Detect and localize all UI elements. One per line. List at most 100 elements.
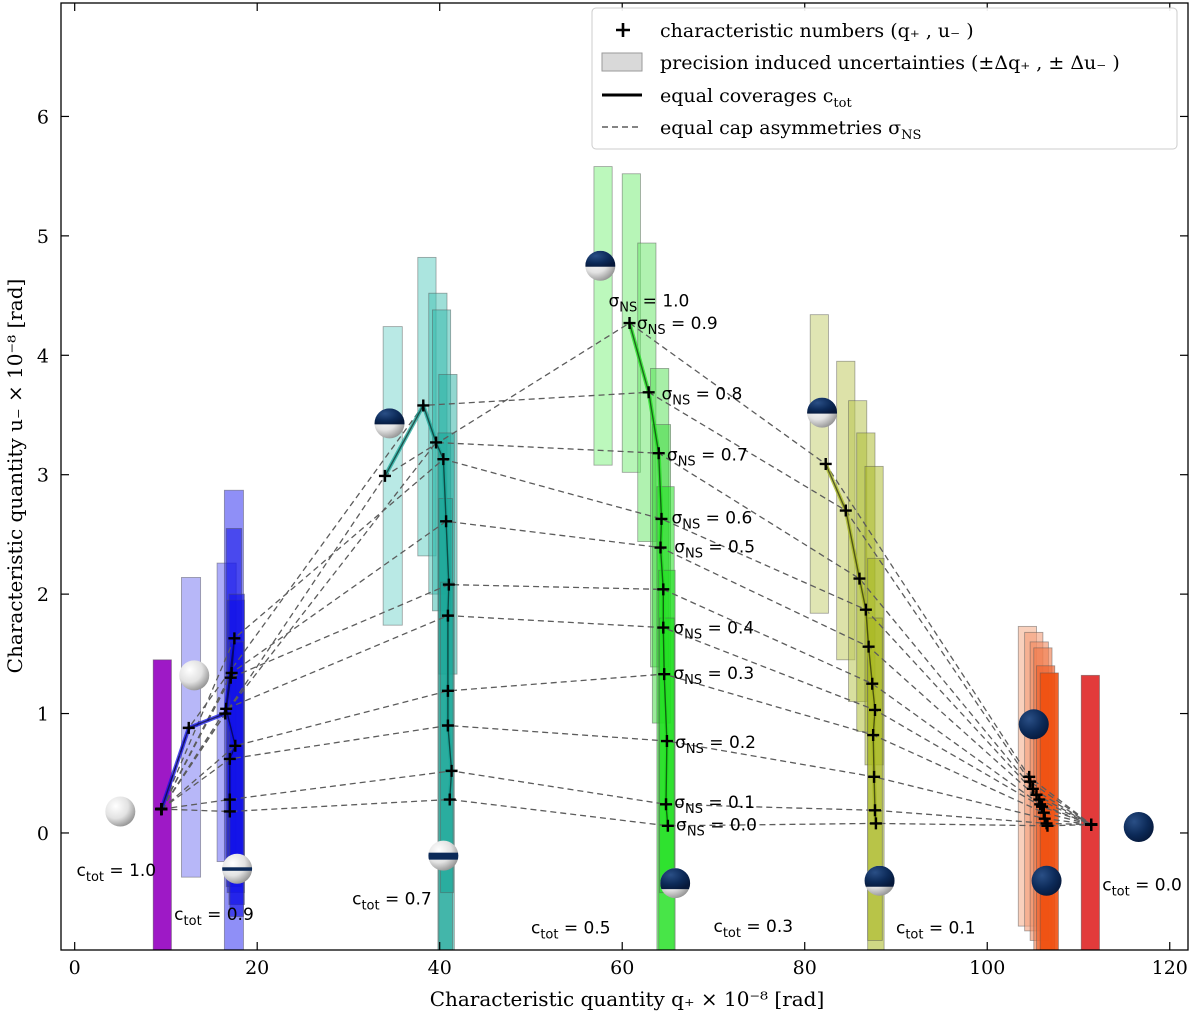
characteristic-point [229, 739, 242, 752]
characteristic-point [1085, 818, 1098, 831]
characteristic-point [228, 632, 241, 645]
asymmetry-line [160, 673, 1092, 826]
uncertainty-box [152, 659, 172, 950]
characteristic-point [182, 721, 195, 734]
coverage-label: ctot = 0.9 [174, 905, 254, 929]
uncertainty-box [1080, 674, 1100, 950]
y-tick-label: 0 [37, 823, 49, 845]
characteristic-point [866, 677, 879, 690]
characteristic-point [155, 803, 168, 816]
asymmetry-line [161, 798, 1092, 827]
sphere-icon [222, 853, 253, 884]
characteristic-point [430, 436, 443, 449]
y-tick-label: 3 [37, 465, 49, 487]
coverage-label: ctot = 0.0 [1102, 875, 1182, 899]
y-tick-label: 4 [37, 345, 49, 367]
coverage-label: ctot = 0.5 [531, 918, 611, 942]
characteristic-point [859, 603, 872, 616]
characteristic-point [868, 804, 881, 817]
characteristic-point [660, 735, 673, 748]
characteristic-point [441, 719, 454, 732]
sphere-icon [864, 865, 895, 896]
characteristic-point [1023, 770, 1036, 783]
asymmetry-line [160, 520, 1092, 826]
characteristic-point [223, 793, 236, 806]
characteristic-point [437, 453, 450, 466]
characteristic-point [378, 469, 391, 482]
asymmetry-line [160, 583, 1092, 826]
asymmetry-label: σNS = 0.8 [661, 385, 742, 409]
characteristic-point [441, 684, 454, 697]
characteristic-point [868, 770, 881, 783]
characteristic-point [867, 729, 880, 742]
characteristic-point [661, 819, 674, 832]
characteristic-point [839, 504, 852, 517]
sphere-icon [1123, 811, 1154, 842]
x-tick-label: 20 [245, 957, 269, 979]
x-tick-label: 120 [1152, 957, 1188, 979]
characteristic-point [417, 399, 430, 412]
asymmetry-line [160, 322, 1092, 826]
asymmetry-label: σNS = 0.7 [667, 445, 748, 469]
coverage-label: ctot = 0.3 [713, 917, 793, 941]
legend-plus-icon [616, 23, 630, 37]
x-tick-label: 80 [793, 957, 817, 979]
y-tick-label: 1 [37, 704, 49, 726]
characteristic-point [219, 707, 232, 720]
asymmetry-line [160, 458, 1092, 826]
legend-entry: equal coverages ctot [660, 85, 852, 111]
characteristic-point [654, 541, 667, 554]
asymmetry-label: σNS = 0.1 [674, 793, 755, 817]
characteristic-point [853, 572, 866, 585]
legend: characteristic numbers (q₊ , u₋ ) precisi… [591, 7, 1178, 150]
characteristic-point [623, 317, 636, 330]
legend-box-icon [601, 52, 643, 72]
legend-entry: characteristic numbers (q₊ , u₋ ) [660, 20, 974, 42]
characteristic-point [1035, 800, 1048, 813]
characteristic-point [442, 578, 455, 591]
coverage-label: ctot = 0.1 [896, 918, 976, 942]
annotation-labels: ctot = 1.0 ctot = 0.9 ctot = 0.7 ctot = 0.5… [77, 291, 1182, 942]
sphere-icon [428, 840, 459, 871]
characteristic-point [223, 805, 236, 818]
asymmetry-label: σNS = 0.2 [675, 733, 756, 757]
asymmetry-line [160, 614, 1092, 826]
asymmetry-label: σNS = 0.9 [637, 314, 718, 338]
asymmetry-label: σNS = 0.0 [676, 816, 757, 840]
sphere-icon [1031, 865, 1062, 896]
legend-frame [591, 7, 1178, 150]
characteristic-point [445, 764, 458, 777]
uncertainty-box [593, 166, 613, 466]
characteristic-point [655, 512, 668, 525]
asymmetry-label: σNS = 0.6 [671, 509, 752, 533]
coverage-label: ctot = 0.7 [352, 890, 432, 914]
x-tick-label: 60 [610, 957, 634, 979]
axes: 0 20 40 60 80 100 120 0 1 2 3 4 5 6 [37, 2, 1189, 979]
asymmetry-label: σNS = 1.0 [609, 291, 690, 315]
characteristic-point [869, 817, 882, 830]
characteristic-markers [155, 317, 1098, 832]
characteristic-point [441, 609, 454, 622]
plot-frame [60, 2, 1189, 951]
y-tick-label: 5 [37, 226, 49, 248]
y-tick-label: 2 [37, 584, 49, 606]
characteristic-point [868, 703, 881, 716]
characteristic-point [440, 515, 453, 528]
sphere-icon [807, 397, 838, 428]
characteristic-point [658, 668, 671, 681]
legend-entry: precision induced uncertainties (±Δq₊ , … [660, 52, 1120, 74]
sphere-icon [1018, 709, 1049, 740]
x-axis-label: Characteristic quantity q₊ × 10⁻⁸ [rad] [430, 987, 825, 1011]
legend-entry: equal cap asymmetries σNS [660, 117, 921, 143]
characteristic-point [652, 447, 665, 460]
characteristic-point [657, 583, 670, 596]
characteristic-point [223, 752, 236, 765]
sphere-icon [660, 868, 691, 899]
sphere-icon [105, 796, 136, 827]
plot-area: ctot = 1.0 ctot = 0.9 ctot = 0.7 ctot = 0.5… [77, 166, 1182, 950]
asymmetry-label: σNS = 0.5 [674, 537, 755, 561]
sphere-icon [585, 250, 616, 281]
asymmetry-label: σNS = 0.3 [673, 664, 754, 688]
spheres [105, 250, 1154, 899]
